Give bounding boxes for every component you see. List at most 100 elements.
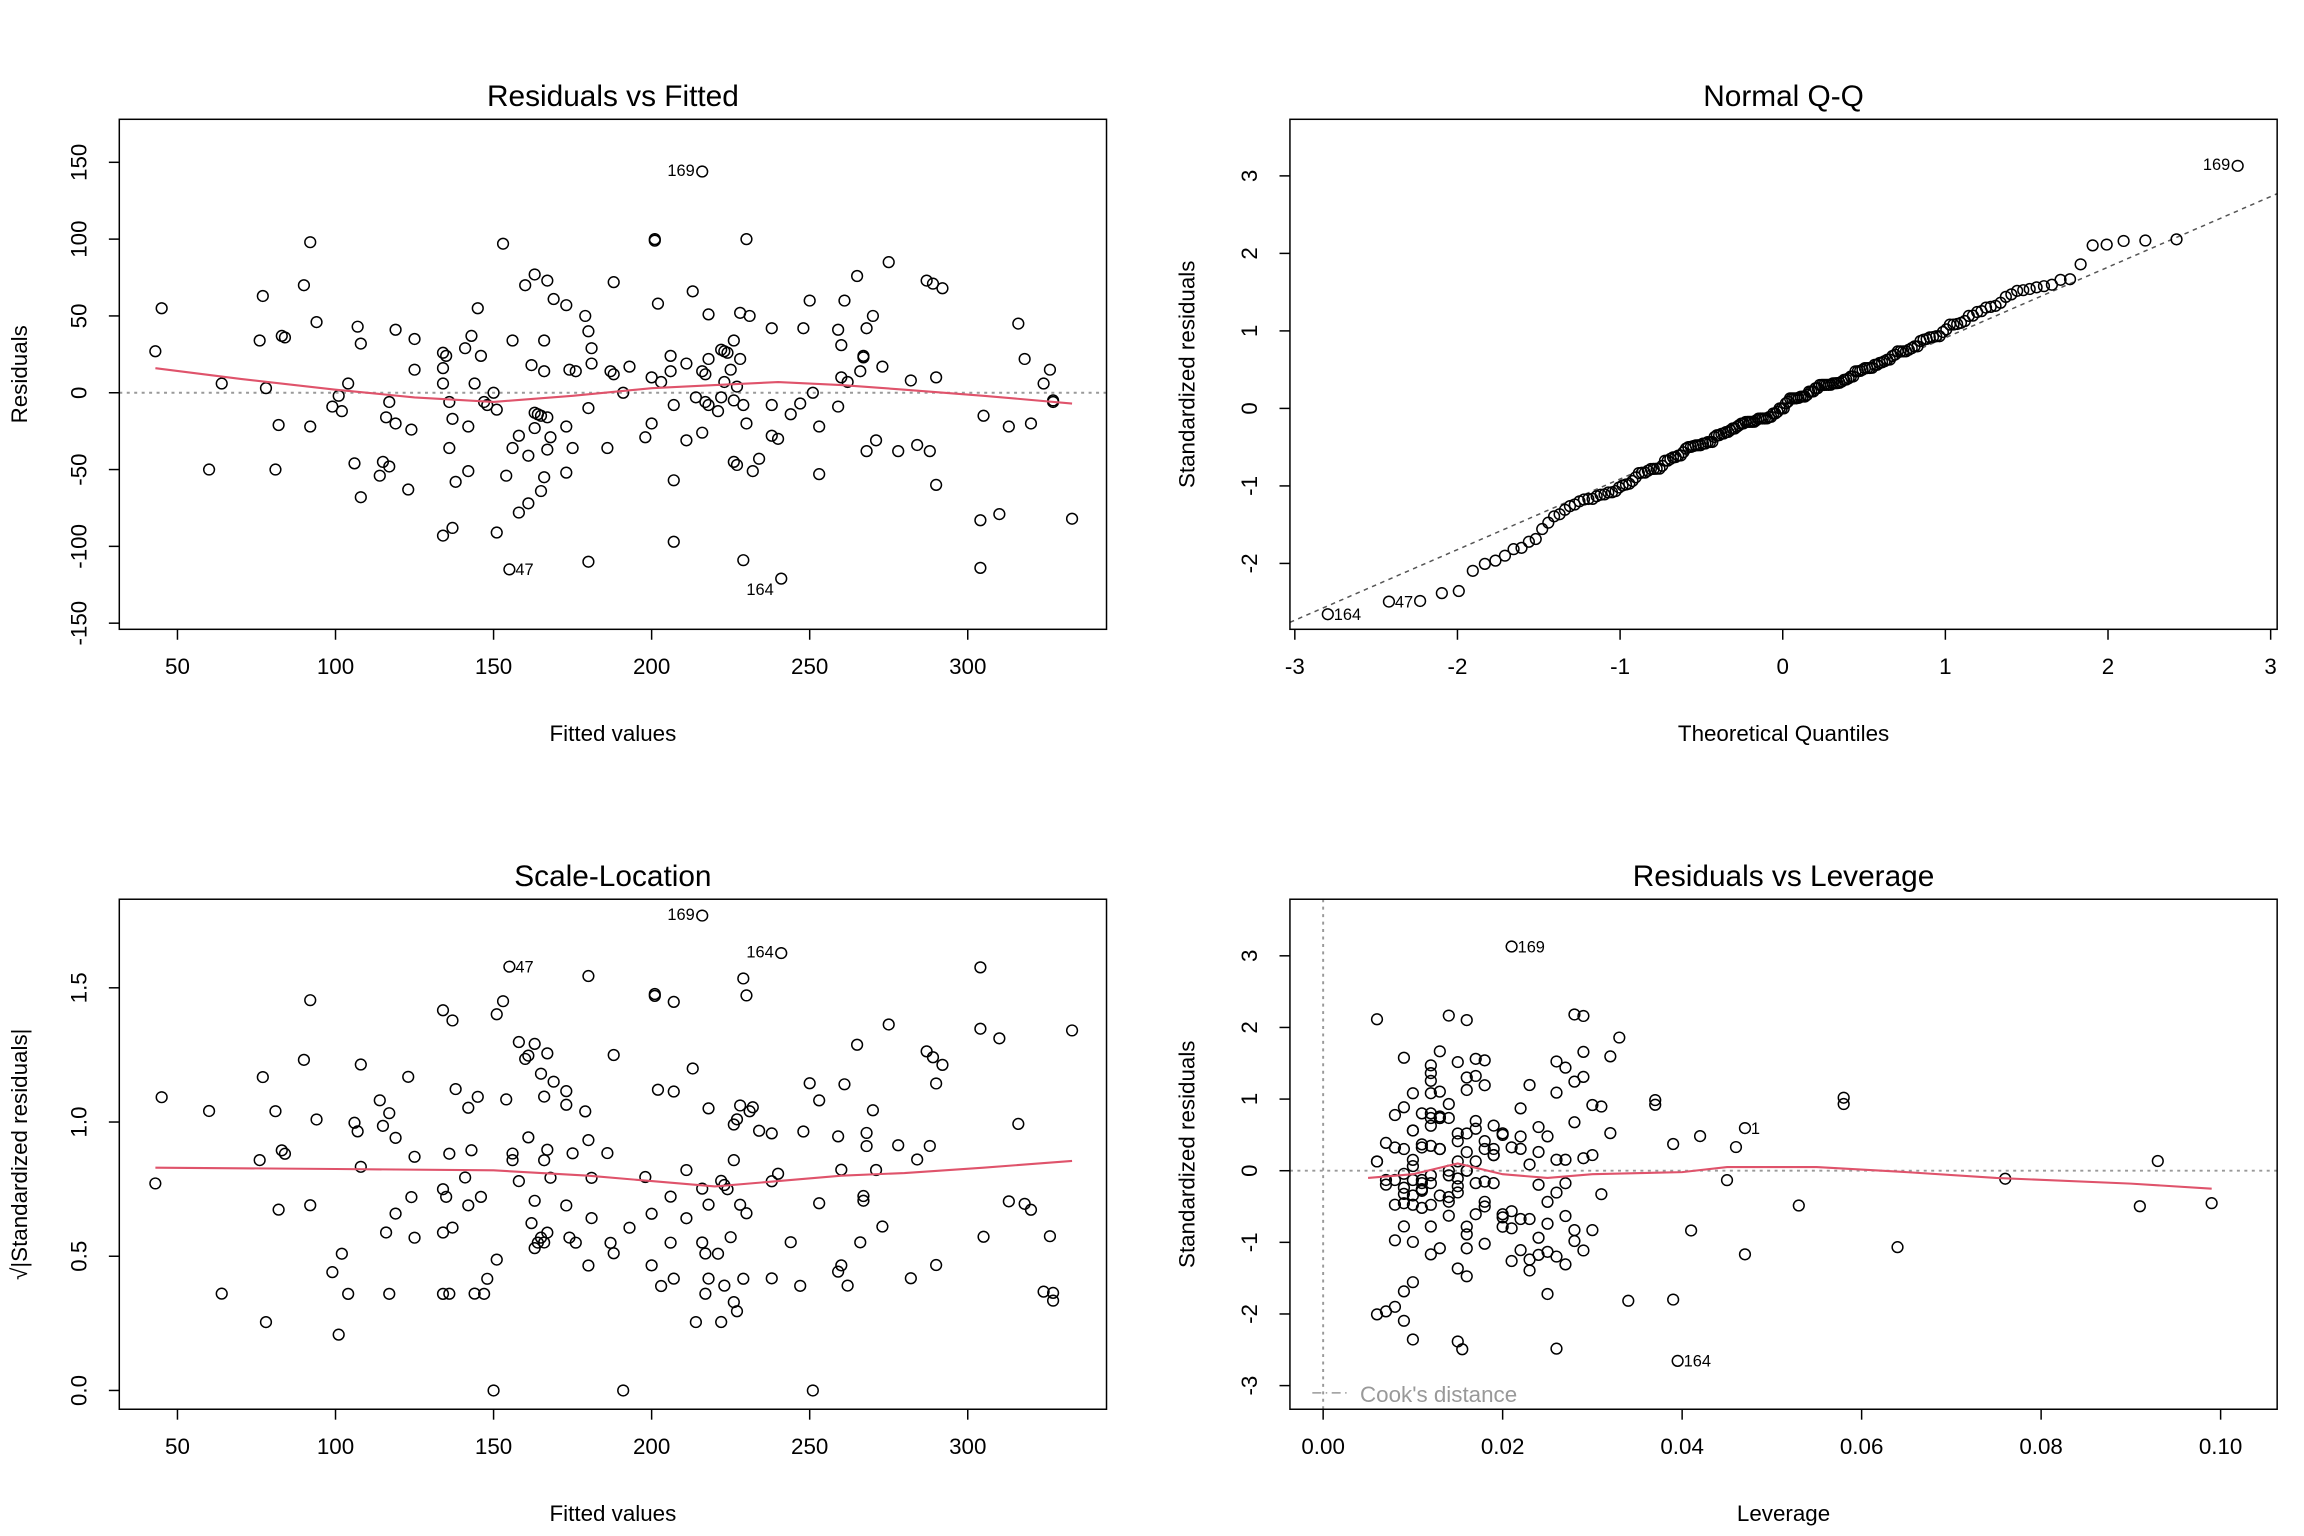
data-point bbox=[860, 322, 873, 335]
data-point bbox=[1487, 1142, 1500, 1156]
data-point bbox=[911, 438, 924, 452]
data-point bbox=[1397, 1051, 1411, 1064]
data-point bbox=[1406, 1087, 1420, 1100]
data-point bbox=[920, 274, 933, 287]
data-point bbox=[1451, 1127, 1464, 1140]
data-point bbox=[512, 429, 525, 442]
data-point bbox=[1586, 1148, 1599, 1162]
chart-title: Scale-Location bbox=[514, 860, 711, 893]
data-point bbox=[803, 1077, 816, 1090]
data-point bbox=[680, 1163, 693, 1177]
data-point bbox=[534, 409, 548, 422]
data-point bbox=[1478, 1175, 1491, 1188]
data-point bbox=[471, 1090, 484, 1103]
data-point bbox=[541, 1047, 554, 1060]
data-point bbox=[1738, 1121, 1752, 1135]
data-point bbox=[538, 471, 551, 484]
x-tick-label: 0.06 bbox=[1840, 1434, 1884, 1459]
data-point bbox=[1532, 1145, 1545, 1159]
data-point bbox=[715, 1315, 728, 1329]
data-point bbox=[1930, 330, 1943, 343]
data-point bbox=[503, 563, 516, 576]
data-point bbox=[1460, 1071, 1473, 1084]
data-point bbox=[474, 1190, 488, 1203]
data-point bbox=[740, 233, 753, 246]
data-point bbox=[617, 386, 630, 399]
data-point bbox=[1505, 1141, 1518, 1154]
data-point bbox=[1002, 420, 1015, 433]
y-tick-label: 2 bbox=[1237, 247, 1262, 259]
data-point bbox=[1532, 1120, 1545, 1134]
data-point bbox=[664, 1190, 677, 1203]
data-point bbox=[436, 362, 450, 375]
data-point bbox=[1496, 1128, 1509, 1142]
data-point bbox=[560, 466, 573, 479]
data-point bbox=[1433, 1242, 1446, 1255]
data-point bbox=[607, 276, 620, 289]
data-point bbox=[1541, 1245, 1554, 1258]
data-point bbox=[1442, 1195, 1455, 1208]
data-point bbox=[737, 1272, 750, 1285]
data-point bbox=[1424, 1176, 1437, 1190]
data-point bbox=[696, 1182, 709, 1195]
x-axis-label: Theoretical Quantiles bbox=[1678, 721, 1889, 746]
data-point bbox=[1397, 1101, 1411, 1114]
point-label: 164 bbox=[746, 943, 773, 961]
data-point bbox=[1406, 1333, 1420, 1346]
data-point bbox=[525, 358, 538, 372]
data-point bbox=[1024, 1203, 1038, 1216]
data-point bbox=[462, 464, 475, 478]
data-point bbox=[1388, 1198, 1402, 1211]
data-point bbox=[2074, 258, 2087, 271]
data-point bbox=[746, 464, 759, 478]
data-point bbox=[1478, 1142, 1491, 1156]
data-point bbox=[648, 989, 661, 1003]
x-tick-label: 250 bbox=[791, 1434, 828, 1459]
data-point bbox=[850, 269, 864, 283]
data-point bbox=[544, 1171, 557, 1184]
data-point bbox=[857, 1189, 870, 1203]
data-point bbox=[512, 506, 525, 519]
data-point bbox=[436, 1004, 450, 1017]
data-point bbox=[882, 1018, 895, 1031]
data-point bbox=[1563, 500, 1577, 513]
data-point bbox=[256, 1070, 269, 1084]
data-point bbox=[468, 377, 481, 390]
data-point bbox=[522, 497, 535, 510]
y-tick-label: 0.5 bbox=[66, 1241, 91, 1272]
data-point bbox=[1435, 587, 1448, 600]
data-point bbox=[2117, 234, 2130, 248]
data-point bbox=[1604, 1127, 1617, 1140]
data-point bbox=[1460, 1220, 1473, 1233]
data-point bbox=[977, 409, 990, 422]
y-tick-label: 150 bbox=[66, 144, 91, 181]
data-point bbox=[699, 1287, 712, 1300]
x-tick-label: 2 bbox=[2102, 654, 2114, 679]
data-point bbox=[1577, 1009, 1590, 1023]
data-point bbox=[1684, 1224, 1698, 1237]
data-point bbox=[746, 1101, 759, 1114]
data-point bbox=[528, 1037, 541, 1051]
y-axis-label: √|Standardized residuals| bbox=[7, 1029, 32, 1280]
data-point bbox=[607, 1048, 620, 1062]
data-point bbox=[727, 394, 740, 407]
x-tick-label: 100 bbox=[317, 1434, 354, 1459]
x-tick-label: 300 bbox=[949, 1434, 986, 1459]
data-point bbox=[1037, 377, 1050, 390]
data-point bbox=[604, 1236, 617, 1249]
data-point bbox=[342, 1287, 355, 1300]
data-point bbox=[752, 1124, 766, 1137]
y-tick-label: -100 bbox=[66, 524, 91, 569]
data-point bbox=[727, 455, 740, 468]
data-point bbox=[379, 411, 393, 424]
data-point bbox=[500, 469, 513, 482]
data-point bbox=[926, 277, 940, 290]
data-point bbox=[1514, 1130, 1527, 1143]
data-point bbox=[389, 323, 402, 336]
data-point bbox=[645, 417, 658, 430]
data-point bbox=[253, 334, 266, 347]
x-tick-label: 0.00 bbox=[1301, 1434, 1345, 1459]
data-point bbox=[1984, 300, 1997, 314]
data-point bbox=[1469, 1122, 1482, 1135]
data-point bbox=[765, 398, 778, 412]
